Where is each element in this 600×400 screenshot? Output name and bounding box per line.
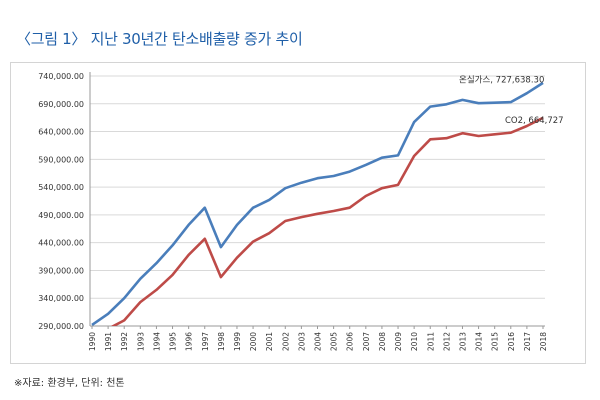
x-tick-label: 2000 [249, 332, 258, 351]
y-tick-label: 690,000.00 [38, 100, 84, 109]
x-tick-label: 2005 [330, 332, 339, 351]
x-tick-label: 2014 [475, 332, 484, 351]
y-tick-label: 490,000.00 [38, 211, 84, 220]
x-tick-label: 2010 [410, 332, 419, 351]
x-tick-label: 2011 [426, 332, 435, 351]
series-line-1 [110, 116, 544, 326]
y-tick-label: 540,000.00 [38, 183, 84, 192]
x-tick-label: 1992 [120, 332, 129, 351]
x-tick-label: 2004 [314, 332, 323, 351]
source-note: ※자료: 환경부, 단위: 천톤 [14, 378, 125, 389]
y-tick-label: 640,000.00 [38, 128, 84, 137]
x-tick-label: 1993 [136, 332, 145, 351]
y-tick-label: 340,000.00 [38, 294, 84, 303]
x-tick-label: 2015 [491, 332, 500, 351]
x-tick-label: 1995 [169, 332, 178, 351]
x-tick-label: 1997 [201, 332, 210, 351]
x-tick-label: 2012 [442, 332, 451, 351]
series-end-label: 온실가스, 727,638.30 [459, 74, 544, 85]
emissions-line-chart: 290,000.00 340,000.00 390,000.00 440,000.00… [38, 72, 564, 351]
x-tick-label: 2002 [281, 332, 290, 351]
x-tick-label: 2007 [362, 332, 371, 351]
x-tick-label: 1991 [104, 332, 113, 351]
x-tick-label: 2016 [507, 332, 516, 351]
y-tick-label: 290,000.00 [38, 322, 84, 331]
series-end-label: CO2, 664,727 [505, 116, 564, 126]
x-tick-label: 1990 [88, 332, 97, 351]
x-tick-label: 1999 [233, 332, 242, 351]
x-tick-label: 2008 [378, 332, 387, 351]
y-tick-label: 390,000.00 [38, 266, 84, 275]
series-line-0 [91, 81, 544, 326]
figure-title: 〈그림 1〉 지난 30년간 탄소배출량 증가 추이 [16, 30, 303, 48]
x-tick-label: 2009 [394, 332, 403, 351]
chart-frame [10, 62, 586, 364]
x-tick-label: 2013 [458, 332, 467, 351]
y-tick-label: 740,000.00 [38, 72, 84, 81]
x-tick-label: 1994 [152, 332, 161, 351]
y-tick-label: 590,000.00 [38, 155, 84, 164]
y-tick-label: 440,000.00 [38, 239, 84, 248]
x-tick-label: 1998 [217, 332, 226, 351]
x-tick-label: 1996 [185, 332, 194, 351]
x-tick-label: 2003 [297, 332, 306, 351]
x-tick-label: 2018 [539, 332, 548, 351]
x-tick-label: 2006 [346, 332, 355, 351]
x-tick-label: 2017 [523, 332, 532, 351]
x-tick-label: 2001 [265, 332, 274, 351]
